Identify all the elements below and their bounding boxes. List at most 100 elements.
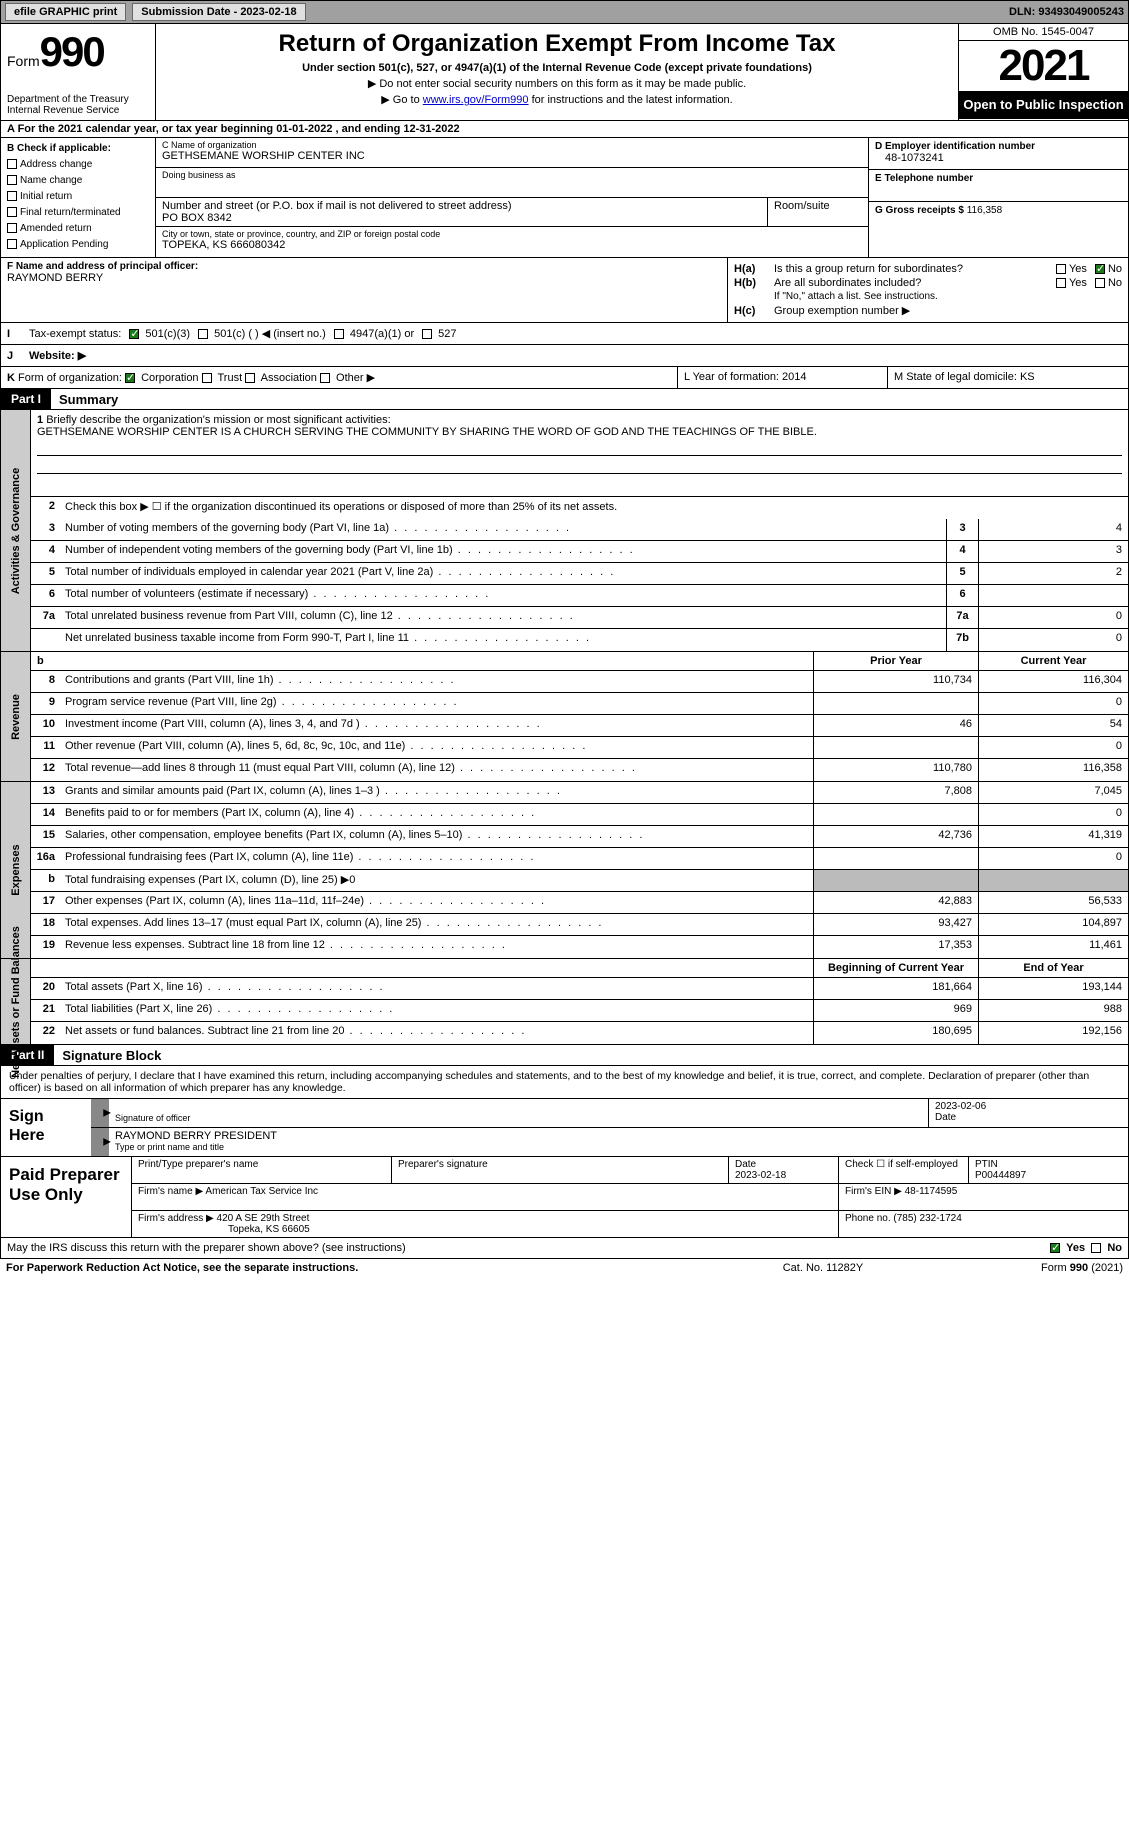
line-desc: Total number of volunteers (estimate if … xyxy=(61,585,946,606)
officer-sig-field[interactable]: Signature of officer xyxy=(109,1099,928,1127)
vtab-net: Net Assets or Fund Balances xyxy=(1,959,31,1044)
line-prior xyxy=(813,737,978,758)
rev-b-marker: b xyxy=(37,655,44,667)
line-13: 13 Grants and similar amounts paid (Part… xyxy=(31,782,1128,804)
form-title: Return of Organization Exempt From Incom… xyxy=(164,30,950,58)
line-value: 3 xyxy=(978,541,1128,562)
footer-mid: Cat. No. 11282Y xyxy=(723,1262,923,1274)
tel-cell: E Telephone number xyxy=(869,170,1128,202)
discuss-yes[interactable]: Yes xyxy=(1050,1242,1085,1254)
line-desc: Contributions and grants (Part VIII, lin… xyxy=(61,671,813,692)
line-prior: 17,353 xyxy=(813,936,978,958)
line-boxnum: 7a xyxy=(946,607,978,628)
part2-title: Signature Block xyxy=(54,1048,161,1063)
line-num: 18 xyxy=(31,914,61,935)
irs-link[interactable]: www.irs.gov/Form990 xyxy=(423,94,529,106)
chk-application-pending[interactable]: Application Pending xyxy=(7,237,149,253)
line-num: 22 xyxy=(31,1022,61,1044)
col-b-title: B Check if applicable: xyxy=(7,141,149,157)
line-10: 10 Investment income (Part VIII, column … xyxy=(31,715,1128,737)
dln: DLN: 93493049005243 xyxy=(1009,6,1124,18)
paid-preparer-section: Paid Preparer Use Only Print/Type prepar… xyxy=(0,1157,1129,1238)
ha-text: Is this a group return for subordinates? xyxy=(774,263,1056,275)
col-f-officer: F Name and address of principal officer:… xyxy=(1,258,728,322)
line-prior: 46 xyxy=(813,715,978,736)
i-501c3[interactable]: 501(c)(3) xyxy=(129,328,190,340)
header-right: OMB No. 1545-0047 2021 Open to Public In… xyxy=(958,24,1128,120)
line-num: 10 xyxy=(31,715,61,736)
chk-name-change[interactable]: Name change xyxy=(7,173,149,189)
k-other[interactable]: Other ▶ xyxy=(320,372,375,384)
rev-content: b Prior Year Current Year 8 Contribution… xyxy=(31,652,1128,781)
k-assoc[interactable]: Association xyxy=(245,372,317,384)
form-header: Form990 Department of the Treasury Inter… xyxy=(0,24,1129,121)
chk-amended-return[interactable]: Amended return xyxy=(7,221,149,237)
net-assets-section: Net Assets or Fund Balances Beginning of… xyxy=(0,959,1129,1045)
form-number: Form990 xyxy=(7,28,149,76)
line-prior xyxy=(813,848,978,869)
row-klm: K Form of organization: Corporation Trus… xyxy=(0,367,1129,389)
efile-print-button[interactable]: efile GRAPHIC print xyxy=(5,3,126,21)
org-name-cell: C Name of organization GETHSEMANE WORSHI… xyxy=(156,138,868,168)
sig-declaration: Under penalties of perjury, I declare th… xyxy=(1,1066,1128,1098)
line-num: 5 xyxy=(31,563,61,584)
line-num xyxy=(31,629,61,651)
prior-year-header: Prior Year xyxy=(813,652,978,670)
i-501c[interactable]: 501(c) ( ) ◀ (insert no.) xyxy=(198,327,326,340)
ha-no[interactable]: No xyxy=(1095,263,1122,275)
boy-header: Beginning of Current Year xyxy=(813,959,978,977)
line-num: 7a xyxy=(31,607,61,628)
line-19: 19 Revenue less expenses. Subtract line … xyxy=(31,936,1128,958)
k-trust[interactable]: Trust xyxy=(202,372,243,384)
note-link-post: for instructions and the latest informat… xyxy=(529,94,733,106)
line-20: 20 Total assets (Part X, line 16) 181,66… xyxy=(31,978,1128,1000)
line-9: 9 Program service revenue (Part VIII, li… xyxy=(31,693,1128,715)
line-prior xyxy=(813,804,978,825)
k-corp[interactable]: Corporation xyxy=(125,372,199,384)
j-label: J xyxy=(7,350,21,362)
line-num: 6 xyxy=(31,585,61,606)
part1-title: Summary xyxy=(51,392,118,407)
room-cell: Room/suite xyxy=(768,198,868,226)
line-current: 41,319 xyxy=(978,826,1128,847)
prep-row-3: Firm's address ▶ 420 A SE 29th Street To… xyxy=(131,1211,1128,1237)
officer-name: RAYMOND BERRY xyxy=(7,272,721,284)
i-label: I xyxy=(7,328,21,340)
hb-yes[interactable]: Yes xyxy=(1056,277,1087,289)
line-current: 988 xyxy=(978,1000,1128,1021)
line-desc: Investment income (Part VIII, column (A)… xyxy=(61,715,813,736)
city-value: TOPEKA, KS 666080342 xyxy=(162,239,862,251)
page-footer: For Paperwork Reduction Act Notice, see … xyxy=(0,1259,1129,1277)
eoy-header: End of Year xyxy=(978,959,1128,977)
ha-yes[interactable]: Yes xyxy=(1056,263,1087,275)
firm-phone-cell: Phone no. (785) 232-1724 xyxy=(838,1211,1128,1237)
chk-address-change[interactable]: Address change xyxy=(7,157,149,173)
col-d-right: D Employer identification number 48-1073… xyxy=(868,138,1128,257)
prep-selfemp-cell[interactable]: Check ☐ if self-employed xyxy=(838,1157,968,1183)
i-527[interactable]: 527 xyxy=(422,328,456,340)
mission-label: Briefly describe the organization's miss… xyxy=(46,414,390,426)
k-form-org: K Form of organization: Corporation Trus… xyxy=(1,367,678,388)
i-4947[interactable]: 4947(a)(1) or xyxy=(334,328,414,340)
line-num: 16a xyxy=(31,848,61,869)
hb-no[interactable]: No xyxy=(1095,277,1122,289)
line-desc: Total liabilities (Part X, line 26) xyxy=(61,1000,813,1021)
prep-row-1: Print/Type preparer's name Preparer's si… xyxy=(131,1157,1128,1184)
prep-sig-cell[interactable]: Preparer's signature xyxy=(391,1157,728,1183)
exp-content: 13 Grants and similar amounts paid (Part… xyxy=(31,782,1128,958)
line-desc: Number of voting members of the governin… xyxy=(61,519,946,540)
line-num: 17 xyxy=(31,892,61,913)
chk-final-return[interactable]: Final return/terminated xyxy=(7,205,149,221)
form-word: Form xyxy=(7,53,40,69)
header-mid: Return of Organization Exempt From Incom… xyxy=(156,24,958,120)
part2-header: Part II xyxy=(1,1045,54,1065)
discuss-no[interactable]: No xyxy=(1091,1242,1122,1254)
form-990: 990 xyxy=(40,28,104,75)
chk-initial-return[interactable]: Initial return xyxy=(7,189,149,205)
line-14: 14 Benefits paid to or for members (Part… xyxy=(31,804,1128,826)
header-left: Form990 Department of the Treasury Inter… xyxy=(1,24,156,120)
firm-ein-cell: Firm's EIN ▶ 48-1174595 xyxy=(838,1184,1128,1210)
form-subtitle: Under section 501(c), 527, or 4947(a)(1)… xyxy=(164,62,950,74)
sign-here-label: Sign Here xyxy=(1,1099,91,1156)
expenses-section: Expenses 13 Grants and similar amounts p… xyxy=(0,782,1129,959)
